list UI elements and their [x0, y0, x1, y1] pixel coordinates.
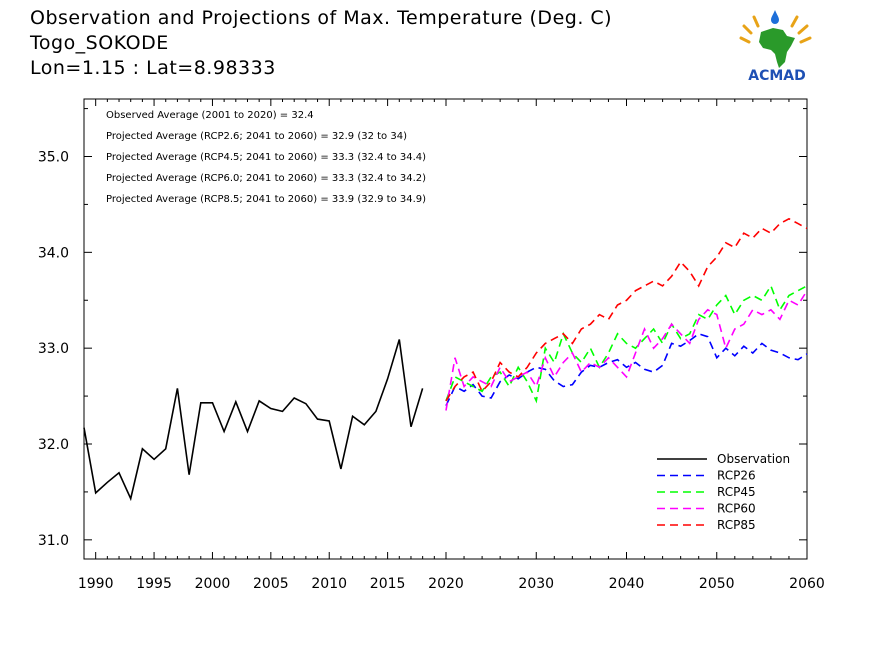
x-tick-label: 2060: [789, 576, 825, 592]
series-line-rcp45: [445, 284, 808, 404]
series-line-rcp85: [445, 217, 808, 402]
logo-text: ACMAD: [748, 68, 806, 84]
legend-label: Observation: [717, 452, 790, 466]
logo-raindrop: [771, 10, 779, 24]
plot-frame: [83, 98, 808, 560]
legend-label: RCP60: [717, 502, 756, 516]
logo-sun-rays: [739, 15, 812, 44]
axis-ticks: [83, 99, 808, 559]
x-tick-label: 2040: [609, 576, 645, 592]
x-tick-label: 2010: [311, 576, 347, 592]
acmad-logo: ACMAD: [739, 10, 812, 84]
data-series: [83, 217, 808, 502]
legend: Observation RCP26 RCP45 RCP60 RCP85: [657, 452, 790, 532]
y-tick-label: 34.0: [38, 245, 69, 261]
x-tick-label: 1990: [78, 576, 114, 592]
axis-tick-labels: 1990 1995 2000 2005 2010 2015 2020 2030 2040 2050…: [38, 150, 825, 593]
legend-label: RCP26: [717, 469, 756, 483]
annotation-text: Observed Average (2001 to 2020) = 32.4: [106, 110, 314, 121]
y-tick-label: 35.0: [38, 150, 69, 166]
legend-label: RCP45: [717, 485, 756, 499]
series-line-rcp60: [445, 290, 808, 411]
annotation-text: Projected Average (RCP4.5; 2041 to 2060)…: [106, 152, 426, 163]
annotations: Observed Average (2001 to 2020) = 32.4 Pr…: [106, 110, 426, 205]
y-tick-label: 33.0: [38, 341, 69, 357]
logo-africa-map: [759, 28, 795, 68]
legend-label: RCP85: [717, 518, 756, 532]
series-line-rcp26: [445, 332, 808, 407]
x-tick-label: 2030: [518, 576, 554, 592]
x-tick-label: 2020: [428, 576, 464, 592]
x-tick-label: 1995: [136, 576, 172, 592]
x-tick-label: 2000: [195, 576, 231, 592]
y-tick-label: 31.0: [38, 533, 69, 549]
y-tick-label: 32.0: [38, 437, 69, 453]
x-tick-label: 2005: [253, 576, 289, 592]
x-tick-label: 2050: [699, 576, 735, 592]
annotation-text: Projected Average (RCP2.6; 2041 to 2060)…: [106, 131, 407, 142]
station-name: Togo_SOKODE: [30, 32, 169, 54]
station-coordinates: Lon=1.15 : Lat=8.98333: [30, 57, 276, 79]
chart-title: Observation and Projections of Max. Temp…: [30, 7, 613, 29]
annotation-text: Projected Average (RCP8.5; 2041 to 2060)…: [106, 194, 426, 205]
series-line-observation: [83, 339, 424, 502]
annotation-text: Projected Average (RCP6.0; 2041 to 2060)…: [106, 173, 426, 184]
x-tick-label: 2015: [370, 576, 406, 592]
